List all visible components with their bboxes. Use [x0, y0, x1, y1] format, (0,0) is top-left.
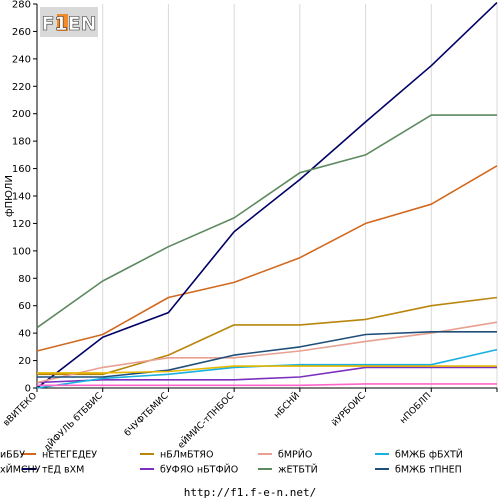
series-line-8	[37, 330, 497, 378]
legend-label: нБЛмБТЯО	[160, 450, 213, 461]
legend-label: бМЖБ тПНЕП	[395, 465, 462, 476]
series-line-9	[37, 365, 497, 374]
y-tick-label: 20	[18, 356, 31, 367]
series-line-10	[37, 383, 497, 387]
legend-label: бМРЙО	[278, 449, 312, 461]
y-tick-label: 240	[12, 54, 31, 65]
footer-url[interactable]: http://f1.f-e-n.net/	[184, 486, 316, 499]
series-line-1	[36, 165, 498, 352]
legend-label: тЕД вХМ	[42, 465, 84, 476]
y-ticks: 0 20 40 60 80 100 120 140 160 180 200 220 240 260 280	[12, 0, 37, 395]
y-tick-label: 120	[12, 219, 31, 230]
y-tick-label: 140	[12, 192, 31, 203]
legend-label: бУФЯО нБТФЙО	[160, 464, 238, 476]
f1en-logo: F1EN	[40, 7, 98, 37]
grid	[102, 4, 498, 388]
legend-label: бМЖБ фБХТЙ	[395, 449, 463, 461]
y-tick-label: 200	[12, 109, 31, 120]
legend-label: нЕТЕГЕДЕУ	[42, 450, 97, 461]
logo-background	[40, 7, 98, 37]
series-lines	[36, 2, 498, 389]
y-tick-label: 80	[18, 274, 31, 285]
y-tick-label: 180	[12, 137, 31, 148]
series-line-2	[36, 2, 498, 389]
legend-label: жЕТБТЙ	[278, 464, 318, 476]
series-line-6	[36, 114, 497, 329]
y-axis-label: фПЮЛИ	[4, 175, 15, 217]
logo-text: F1EN	[41, 13, 96, 35]
y-tick-label: 40	[18, 329, 31, 340]
series-line-4	[36, 366, 497, 384]
y-tick-label: 220	[12, 82, 31, 93]
y-tick-label: 100	[12, 246, 31, 257]
series-line-5	[36, 321, 498, 384]
legend-label: иББУ	[0, 450, 25, 461]
legend: нЕТЕГЕДЕУ тЕД вХМ нБЛмБТЯО бУФЯО нБТФЙО бМРЙ…	[0, 449, 463, 476]
series-line-3	[37, 296, 498, 376]
y-tick-label: 160	[12, 164, 31, 175]
y-tick-label: 0	[25, 384, 31, 395]
y-tick-label: 280	[12, 0, 31, 11]
y-tick-label: 60	[18, 301, 31, 312]
legend-label: хЙМСНУ	[0, 464, 41, 476]
y-tick-label: 260	[12, 27, 31, 38]
logo-accent	[57, 14, 68, 31]
